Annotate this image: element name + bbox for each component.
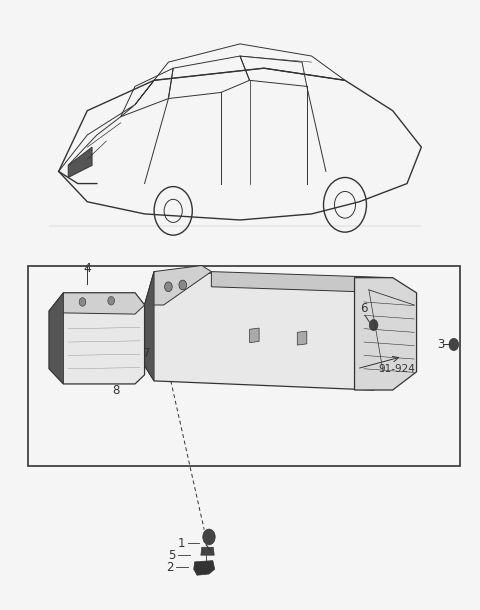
Polygon shape — [211, 271, 393, 293]
Polygon shape — [68, 147, 92, 178]
Text: 2: 2 — [166, 561, 173, 574]
Circle shape — [165, 282, 172, 292]
Polygon shape — [144, 271, 154, 381]
Circle shape — [179, 280, 187, 290]
Circle shape — [369, 320, 378, 331]
Polygon shape — [144, 271, 393, 390]
Text: 3: 3 — [437, 338, 444, 351]
Polygon shape — [144, 265, 211, 305]
Polygon shape — [49, 293, 144, 384]
Polygon shape — [250, 328, 259, 343]
Text: 6: 6 — [360, 301, 368, 315]
Polygon shape — [355, 278, 417, 390]
Circle shape — [449, 339, 458, 351]
Polygon shape — [297, 331, 307, 345]
Polygon shape — [49, 293, 63, 384]
Text: 7: 7 — [143, 347, 151, 360]
Polygon shape — [194, 561, 215, 575]
Bar — [28, 265, 459, 466]
Polygon shape — [49, 293, 144, 314]
Circle shape — [203, 529, 215, 545]
Text: 4: 4 — [84, 262, 91, 274]
Circle shape — [79, 298, 86, 306]
Circle shape — [108, 296, 115, 305]
Text: 1: 1 — [178, 537, 185, 550]
Text: 5: 5 — [168, 548, 176, 562]
Polygon shape — [201, 547, 214, 555]
Text: 91-924: 91-924 — [378, 364, 415, 374]
Text: 8: 8 — [112, 384, 120, 396]
